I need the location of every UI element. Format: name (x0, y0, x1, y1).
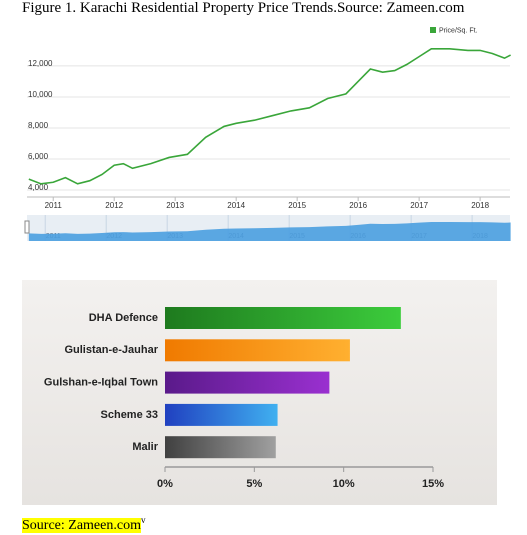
x-tick-label: 2017 (410, 201, 428, 210)
y-tick-label: 12,000 (28, 59, 53, 68)
y-tick-label: 10,000 (28, 90, 53, 99)
x-tick-label: 2011 (45, 201, 63, 210)
y-tick-label: 6,000 (28, 152, 49, 161)
navigator-area (28, 221, 511, 241)
category-label: Scheme 33 (101, 409, 158, 421)
x-tick-label: 2014 (227, 201, 245, 210)
bar (165, 339, 350, 362)
x-tick-label: 2015 (288, 201, 306, 210)
x-tick-label: 15% (422, 478, 444, 490)
bar (165, 436, 276, 459)
legend-label: Price/Sq. Ft. (439, 27, 478, 34)
price-line (28, 48, 511, 185)
figure-caption: Figure 1. Karachi Residential Property P… (22, 0, 465, 16)
x-tick-label: 2018 (471, 201, 489, 210)
y-tick-label: 8,000 (28, 121, 49, 130)
y-tick-label: 4,000 (28, 183, 49, 192)
source-text: Source: Zameen.com (22, 517, 141, 533)
x-tick-label: 2013 (166, 201, 184, 210)
bar (165, 403, 278, 426)
category-label: Gulistan-e-Jauhar (64, 344, 158, 356)
source-note: Source: Zameen.comv (22, 515, 145, 534)
footnote-mark: v (140, 515, 146, 525)
category-label: Gulshan-e-Iqbal Town (44, 377, 158, 389)
x-tick-label: 2012 (105, 201, 123, 210)
x-tick-label: 2016 (349, 201, 367, 210)
bar (165, 371, 330, 394)
legend-swatch (430, 27, 436, 33)
x-tick-label: 10% (333, 478, 355, 490)
x-tick-label: 0% (157, 478, 173, 490)
category-label: Malir (132, 441, 158, 453)
navigator-handle (24, 220, 30, 234)
bar (165, 307, 401, 329)
category-label: DHA Defence (89, 312, 158, 324)
x-tick-label: 5% (246, 478, 262, 490)
